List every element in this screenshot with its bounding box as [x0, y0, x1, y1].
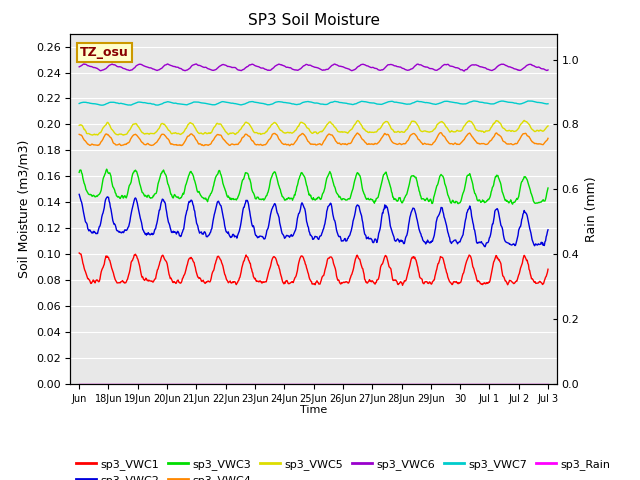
Title: SP3 Soil Moisture: SP3 Soil Moisture — [248, 13, 380, 28]
Y-axis label: Rain (mm): Rain (mm) — [585, 176, 598, 241]
Y-axis label: Soil Moisture (m3/m3): Soil Moisture (m3/m3) — [17, 140, 30, 278]
Text: TZ_osu: TZ_osu — [80, 46, 129, 59]
X-axis label: Time: Time — [300, 405, 327, 415]
Legend: sp3_VWC1, sp3_VWC2, sp3_VWC3, sp3_VWC4, sp3_VWC5, sp3_VWC6, sp3_VWC7, sp3_Rain: sp3_VWC1, sp3_VWC2, sp3_VWC3, sp3_VWC4, … — [71, 454, 615, 480]
